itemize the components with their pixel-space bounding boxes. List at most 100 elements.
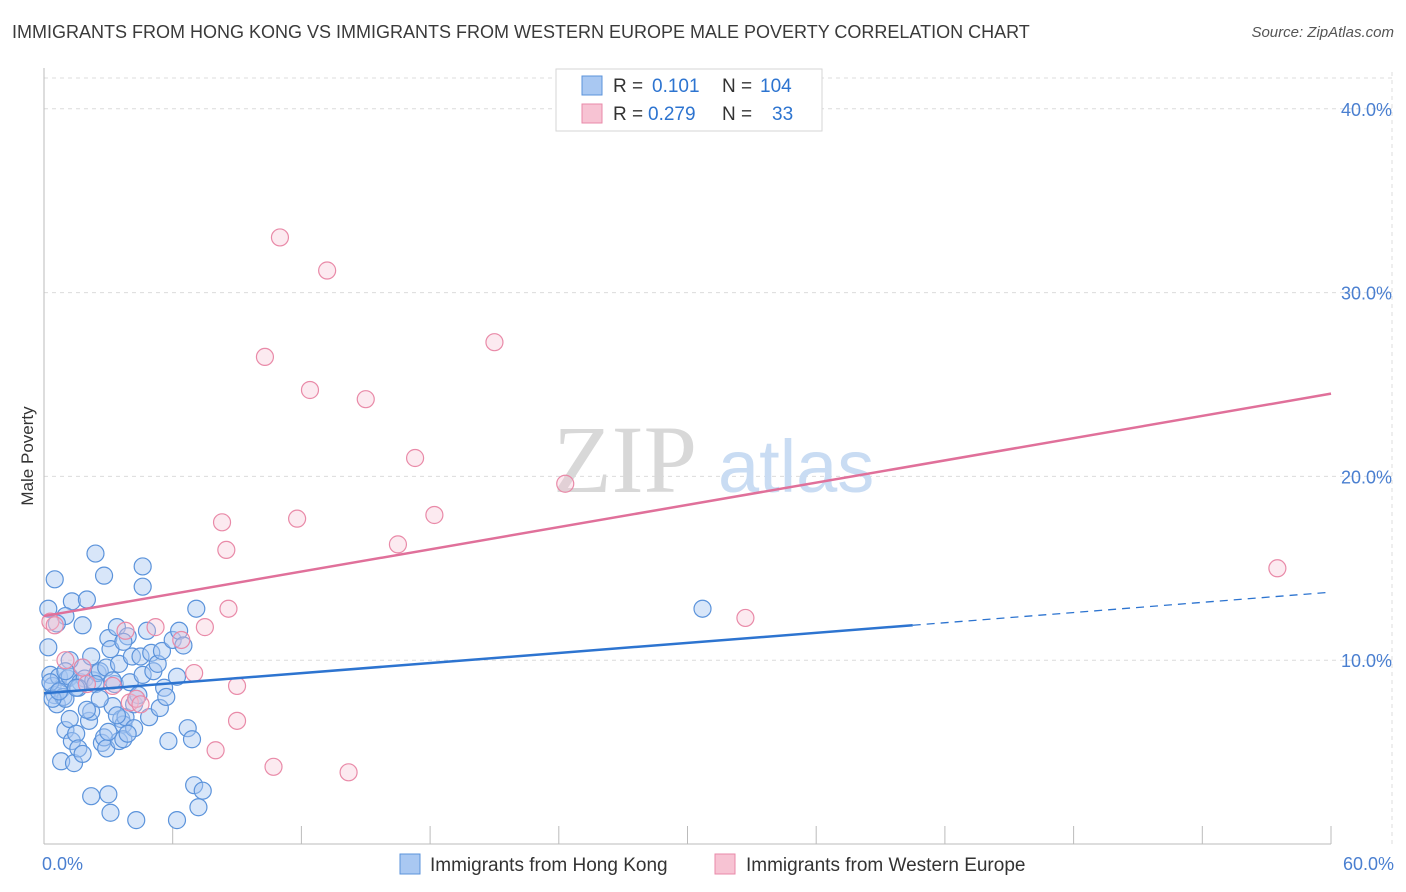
western-europe-point-3	[73, 658, 92, 677]
hong-kong-point-91	[43, 689, 62, 708]
stats-legend: R = 0.101 N = 104 R = 0.279 N = 33	[555, 68, 823, 132]
hong-kong-point-97	[118, 724, 137, 743]
x-tick-label-0: 0.0%	[42, 854, 83, 874]
hong-kong-point-87	[99, 722, 118, 741]
chart-title: IMMIGRANTS FROM HONG KONG VS IMMIGRANTS …	[12, 22, 1030, 42]
hong-kong-point-71	[178, 719, 197, 738]
axes	[43, 68, 1332, 845]
source-label: Source: ZipAtlas.com	[1251, 24, 1394, 41]
western-europe-point-24	[300, 380, 320, 400]
legend-swatch-blue	[581, 75, 603, 96]
hong-kong-point-10	[56, 689, 75, 708]
legend-r-label-1: R =	[613, 76, 643, 97]
y-tick-label-1: 20.0%	[1341, 467, 1392, 487]
bottom-legend-swatch-pink	[714, 853, 736, 875]
western-europe-point-15	[227, 676, 247, 696]
x-tick-label-1: 60.0%	[1343, 854, 1394, 874]
western-europe-point-16	[206, 741, 225, 760]
western-europe-point-28	[388, 535, 408, 554]
western-europe-point-22	[270, 228, 290, 247]
hong-kong-point-63	[152, 641, 172, 661]
hong-kong-point-56	[133, 577, 152, 596]
legend-n-value-2: 33	[772, 104, 793, 125]
hong-kong-trendline-projection	[912, 591, 1332, 626]
hong-kong-point-82	[107, 706, 127, 725]
western-europe-point-20	[255, 347, 275, 367]
hong-kong-point-75	[193, 781, 212, 800]
hong-kong-point-101	[693, 599, 712, 618]
western-europe-point-26	[339, 763, 358, 782]
y-axis-label: Male Poverty	[18, 406, 37, 506]
western-europe-point-12	[185, 663, 204, 683]
legend-r-label-2: R =	[613, 104, 643, 125]
hong-kong-point-89	[90, 689, 109, 708]
hong-kong-point-53	[131, 647, 150, 666]
western-europe-point-23	[288, 509, 307, 528]
hong-kong-point-99	[73, 616, 92, 635]
western-europe-point-31	[485, 333, 504, 352]
western-europe-point-19	[227, 711, 247, 730]
y-tick-label-0: 10.0%	[1341, 651, 1392, 671]
hong-kong-point-100	[187, 599, 206, 618]
hong-kong-point-95	[77, 700, 97, 719]
hong-kong-point-55	[133, 557, 152, 576]
watermark-zip: ZIP	[553, 406, 697, 513]
hong-kong-point-68	[167, 667, 187, 686]
western-europe-point-17	[212, 513, 232, 532]
western-europe-point-18	[217, 540, 236, 560]
bottom-legend-label-hong-kong: Immigrants from Hong Kong	[430, 855, 668, 876]
legend-swatch-pink	[581, 103, 603, 124]
western-europe-point-11	[172, 630, 191, 650]
western-europe-point-29	[405, 448, 425, 468]
bottom-legend-swatch-blue	[399, 853, 421, 875]
western-europe-point-33	[736, 608, 755, 628]
western-europe-point-1	[45, 616, 64, 635]
hong-kong-point-72	[182, 730, 202, 749]
western-europe-point-10	[146, 618, 165, 637]
hong-kong-point-102	[127, 811, 146, 830]
y-tick-label-2: 30.0%	[1341, 284, 1392, 304]
western-europe-point-30	[425, 505, 444, 525]
western-europe-point-5	[103, 676, 122, 696]
hong-kong-point-25	[77, 590, 97, 609]
legend-n-label-1: N =	[722, 76, 752, 97]
western-europe-point-27	[356, 390, 375, 409]
hong-kong-point-29	[86, 544, 105, 563]
legend-r-value-2: 0.279	[648, 104, 696, 125]
legend-n-value-1: 104	[760, 76, 792, 97]
western-europe-point-13	[195, 618, 214, 637]
western-europe-point-25	[318, 261, 337, 280]
hong-kong-trendline	[43, 624, 913, 695]
hong-kong-point-16	[56, 720, 75, 740]
watermark: ZIP atlas	[553, 406, 874, 513]
hong-kong-point-81	[99, 785, 118, 804]
hong-kong-point-34	[94, 566, 114, 585]
hong-kong-point-6	[45, 570, 64, 589]
hong-kong-point-78	[73, 744, 92, 764]
hong-kong-point-54	[133, 665, 152, 684]
hong-kong-point-88	[114, 632, 133, 651]
hong-kong-point-66	[159, 731, 178, 751]
legend-n-label-2: N =	[722, 104, 752, 125]
hong-kong-point-65	[157, 687, 176, 707]
western-europe-point-14	[219, 599, 238, 618]
western-europe-point-34	[1268, 559, 1287, 578]
western-europe-point-9	[116, 621, 135, 640]
gridlines	[44, 72, 1393, 844]
western-europe-point-8	[131, 695, 150, 714]
western-europe-trendline	[43, 392, 1332, 618]
y-tick-label-3: 40.0%	[1341, 100, 1392, 120]
hong-kong-point-79	[101, 803, 120, 822]
hong-kong-point-20	[67, 724, 86, 743]
hong-kong-point-74	[189, 798, 208, 817]
bottom-legend-label-western-europe: Immigrants from Western Europe	[746, 855, 1025, 876]
legend-r-value-1: 0.101	[652, 76, 700, 97]
tick-labels: 10.0% 20.0% 30.0% 40.0% 0.0% 60.0%	[42, 100, 1394, 874]
western-europe-point-2	[56, 651, 75, 670]
hong-kong-point-45	[114, 715, 133, 734]
hong-kong-point-80	[82, 787, 101, 806]
western-europe-point-32	[556, 474, 575, 493]
hong-kong-point-4	[39, 638, 58, 657]
trendlines	[43, 392, 1332, 695]
